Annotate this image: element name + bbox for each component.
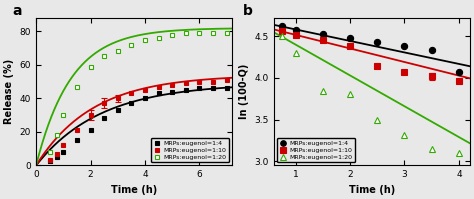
Y-axis label: Release (%): Release (%): [4, 59, 14, 124]
Legend: MRPs:eugenol=1:4, MRPs:eugenol=1:10, MRPs:eugenol=1:20: MRPs:eugenol=1:4, MRPs:eugenol=1:10, MRP…: [151, 138, 229, 162]
X-axis label: Time (h): Time (h): [111, 185, 157, 195]
Y-axis label: ln (100-Q): ln (100-Q): [239, 64, 249, 119]
Legend: MRPs:eugenol=1:4, MRPs:eugenol=1:10, MRPs:eugenol=1:20: MRPs:eugenol=1:4, MRPs:eugenol=1:10, MRP…: [277, 138, 355, 162]
Text: b: b: [243, 4, 252, 18]
X-axis label: Time (h): Time (h): [349, 185, 395, 195]
Text: a: a: [13, 4, 22, 18]
